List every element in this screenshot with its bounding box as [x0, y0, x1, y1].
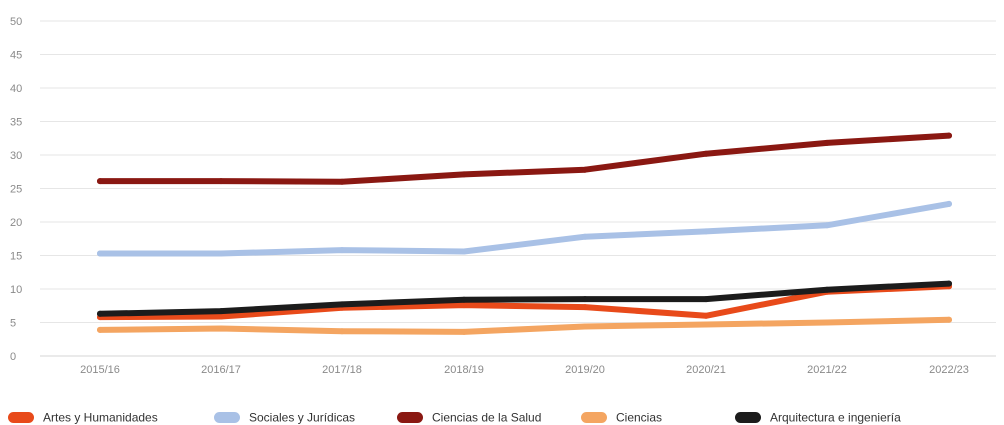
- x-tick-label: 2019/20: [565, 364, 605, 376]
- data-point: [824, 319, 830, 326]
- data-point: [703, 228, 709, 235]
- data-point: [218, 250, 224, 257]
- series-lines: [97, 132, 952, 335]
- y-tick-label: 35: [10, 117, 22, 129]
- series-line-2: [97, 132, 952, 185]
- data-point: [946, 280, 952, 287]
- x-tick-label: 2020/21: [686, 364, 726, 376]
- x-tick-label: 2015/16: [80, 364, 120, 376]
- legend-label: Artes y Humanidades: [43, 411, 158, 425]
- legend-label: Ciencias: [616, 411, 662, 425]
- data-point: [824, 139, 830, 146]
- data-point: [703, 296, 709, 303]
- data-point: [461, 171, 467, 178]
- legend-swatch: [581, 412, 607, 423]
- data-point: [218, 313, 224, 320]
- y-tick-label: 40: [10, 83, 22, 95]
- y-tick-label: 20: [10, 217, 22, 229]
- y-axis: 0 5 10 15 20 25 30 35 40 45 50: [10, 16, 22, 363]
- x-tick-label: 2018/19: [444, 364, 484, 376]
- y-tick-label: 0: [10, 351, 16, 363]
- legend-swatch: [214, 412, 240, 423]
- y-tick-label: 5: [10, 318, 16, 330]
- data-point: [97, 250, 103, 257]
- data-point: [824, 222, 830, 229]
- legend-item: Artes y Humanidades: [8, 411, 158, 425]
- data-point: [582, 296, 588, 303]
- data-point: [946, 200, 952, 207]
- y-tick-label: 25: [10, 184, 22, 196]
- legend-item: Arquitectura e ingeniería: [735, 411, 901, 425]
- legend-item: Ciencias: [581, 411, 662, 425]
- y-tick-label: 15: [10, 251, 22, 263]
- legend-swatch: [397, 412, 423, 423]
- x-tick-label: 2022/23: [929, 364, 969, 376]
- legend-swatch: [8, 412, 34, 423]
- y-tick-label: 30: [10, 150, 22, 162]
- x-tick-label: 2016/17: [201, 364, 241, 376]
- data-point: [97, 310, 103, 317]
- legend: Artes y Humanidades Sociales y Jurídicas C…: [8, 411, 901, 425]
- data-point: [461, 328, 467, 335]
- y-tick-label: 10: [10, 284, 22, 296]
- series-line-4: [97, 280, 952, 317]
- data-point: [824, 286, 830, 293]
- x-tick-label: 2017/18: [322, 364, 362, 376]
- grid-lines: [40, 20, 996, 357]
- data-point: [703, 321, 709, 328]
- data-point: [97, 326, 103, 333]
- data-point: [582, 233, 588, 240]
- legend-label: Ciencias de la Salud: [432, 411, 541, 425]
- legend-item: Ciencias de la Salud: [397, 411, 541, 425]
- data-point: [97, 178, 103, 185]
- data-point: [218, 178, 224, 185]
- legend-label: Arquitectura e ingeniería: [770, 411, 901, 425]
- data-point: [461, 302, 467, 309]
- data-point: [703, 150, 709, 157]
- data-point: [582, 323, 588, 330]
- data-point: [339, 328, 345, 335]
- x-axis: 2015/16 2016/17 2017/18 2018/19 2019/20 2020/…: [80, 364, 969, 376]
- data-point: [461, 296, 467, 303]
- data-point: [703, 312, 709, 319]
- data-point: [339, 178, 345, 185]
- data-point: [461, 248, 467, 255]
- data-point: [946, 316, 952, 323]
- legend-item: Sociales y Jurídicas: [214, 411, 355, 425]
- data-point: [339, 301, 345, 308]
- series-line-1: [97, 200, 952, 257]
- data-point: [582, 304, 588, 311]
- x-tick-label: 2021/22: [807, 364, 847, 376]
- data-point: [582, 166, 588, 173]
- y-tick-label: 45: [10, 50, 22, 62]
- data-point: [946, 132, 952, 139]
- y-tick-label: 50: [10, 16, 22, 28]
- data-point: [339, 247, 345, 254]
- legend-label: Sociales y Jurídicas: [249, 411, 355, 425]
- data-point: [218, 325, 224, 332]
- data-point: [218, 308, 224, 315]
- series-line-3: [97, 316, 952, 335]
- legend-swatch: [735, 412, 761, 423]
- series-line-0: [97, 283, 952, 321]
